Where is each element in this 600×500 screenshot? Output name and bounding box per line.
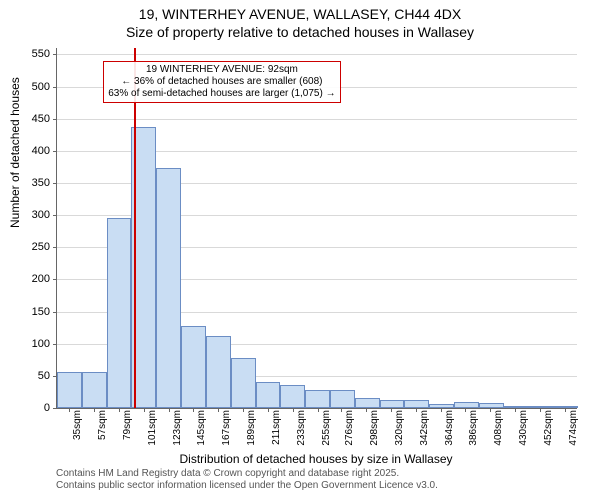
- xtick-mark: [341, 408, 342, 412]
- xtick-label: 79sqm: [122, 410, 133, 440]
- xtick-mark: [318, 408, 319, 412]
- ytick-mark: [53, 215, 57, 216]
- ytick-label: 0: [10, 402, 50, 414]
- ytick-mark: [53, 119, 57, 120]
- xtick-mark: [119, 408, 120, 412]
- histogram-bar: [380, 400, 405, 408]
- xtick-mark: [540, 408, 541, 412]
- ytick-label: 400: [10, 145, 50, 157]
- xtick-label: 233sqm: [296, 410, 307, 446]
- xtick-label: 342sqm: [419, 410, 430, 446]
- histogram-bar: [57, 372, 82, 408]
- footer-line1: Contains HM Land Registry data © Crown c…: [56, 468, 438, 480]
- annotation-line3: 63% of semi-detached houses are larger (…: [108, 88, 335, 100]
- histogram-bar: [280, 385, 305, 408]
- histogram-bar: [156, 168, 181, 408]
- xtick-label: 452sqm: [543, 410, 554, 446]
- xtick-label: 474sqm: [568, 410, 579, 446]
- xtick-mark: [94, 408, 95, 412]
- xtick-label: 364sqm: [444, 410, 455, 446]
- chart-area: 35sqm57sqm79sqm101sqm123sqm145sqm167sqm1…: [56, 48, 576, 408]
- histogram-bar: [504, 406, 529, 408]
- xtick-mark: [193, 408, 194, 412]
- ytick-label: 250: [10, 241, 50, 253]
- ytick-mark: [53, 312, 57, 313]
- xtick-label: 145sqm: [196, 410, 207, 446]
- histogram-bar: [206, 336, 231, 408]
- ytick-label: 150: [10, 306, 50, 318]
- x-axis-label: Distribution of detached houses by size …: [56, 452, 576, 466]
- histogram-bar: [330, 390, 355, 408]
- xtick-mark: [268, 408, 269, 412]
- ytick-label: 450: [10, 113, 50, 125]
- ytick-label: 350: [10, 177, 50, 189]
- histogram-bar: [355, 398, 380, 408]
- histogram-bar: [107, 218, 132, 408]
- xtick-mark: [293, 408, 294, 412]
- ytick-label: 50: [10, 370, 50, 382]
- title-subtitle: Size of property relative to detached ho…: [0, 24, 600, 42]
- ytick-label: 550: [10, 48, 50, 60]
- histogram-bar: [528, 406, 553, 408]
- histogram-bar: [231, 358, 256, 408]
- xtick-mark: [366, 408, 367, 412]
- xtick-mark: [441, 408, 442, 412]
- ytick-mark: [53, 87, 57, 88]
- xtick-label: 101sqm: [147, 410, 158, 446]
- ytick-mark: [53, 183, 57, 184]
- xtick-label: 57sqm: [97, 410, 108, 440]
- ytick-mark: [53, 344, 57, 345]
- annotation-line2: ← 36% of detached houses are smaller (60…: [108, 76, 335, 88]
- xtick-label: 123sqm: [172, 410, 183, 446]
- histogram-bar: [553, 406, 578, 408]
- chart-container: 19, WINTERHEY AVENUE, WALLASEY, CH44 4DX…: [0, 0, 600, 500]
- footer-attribution: Contains HM Land Registry data © Crown c…: [56, 468, 438, 491]
- ytick-mark: [53, 151, 57, 152]
- title-address: 19, WINTERHEY AVENUE, WALLASEY, CH44 4DX: [0, 6, 600, 24]
- xtick-mark: [391, 408, 392, 412]
- plot-area: 35sqm57sqm79sqm101sqm123sqm145sqm167sqm1…: [56, 48, 577, 409]
- ytick-mark: [53, 54, 57, 55]
- histogram-bar: [429, 404, 454, 408]
- ytick-mark: [53, 279, 57, 280]
- footer-line2: Contains public sector information licen…: [56, 480, 438, 492]
- ytick-mark: [53, 408, 57, 409]
- xtick-mark: [144, 408, 145, 412]
- xtick-label: 320sqm: [394, 410, 405, 446]
- xtick-label: 276sqm: [344, 410, 355, 446]
- title-block: 19, WINTERHEY AVENUE, WALLASEY, CH44 4DX…: [0, 0, 600, 41]
- xtick-mark: [565, 408, 566, 412]
- annotation-box: 19 WINTERHEY AVENUE: 92sqm← 36% of detac…: [103, 61, 340, 103]
- xtick-mark: [515, 408, 516, 412]
- ytick-label: 100: [10, 338, 50, 350]
- histogram-bar: [82, 372, 107, 408]
- annotation-line1: 19 WINTERHEY AVENUE: 92sqm: [108, 64, 335, 76]
- xtick-label: 408sqm: [493, 410, 504, 446]
- ytick-label: 500: [10, 81, 50, 93]
- histogram-bar: [305, 390, 330, 408]
- xtick-label: 386sqm: [468, 410, 479, 446]
- ytick-label: 200: [10, 273, 50, 285]
- histogram-bar: [404, 400, 429, 408]
- xtick-label: 298sqm: [369, 410, 380, 446]
- ytick-label: 300: [10, 209, 50, 221]
- histogram-bar: [479, 403, 504, 408]
- xtick-label: 167sqm: [221, 410, 232, 446]
- ytick-mark: [53, 247, 57, 248]
- xtick-mark: [169, 408, 170, 412]
- xtick-mark: [490, 408, 491, 412]
- xtick-mark: [465, 408, 466, 412]
- xtick-mark: [218, 408, 219, 412]
- histogram-bar: [256, 382, 281, 408]
- xtick-label: 189sqm: [246, 410, 257, 446]
- histogram-bar: [454, 402, 479, 408]
- xtick-mark: [416, 408, 417, 412]
- xtick-label: 430sqm: [518, 410, 529, 446]
- xtick-label: 211sqm: [271, 410, 282, 445]
- xtick-mark: [243, 408, 244, 412]
- xtick-label: 255sqm: [321, 410, 332, 446]
- histogram-bar: [181, 326, 206, 408]
- xtick-label: 35sqm: [72, 410, 83, 440]
- xtick-mark: [69, 408, 70, 412]
